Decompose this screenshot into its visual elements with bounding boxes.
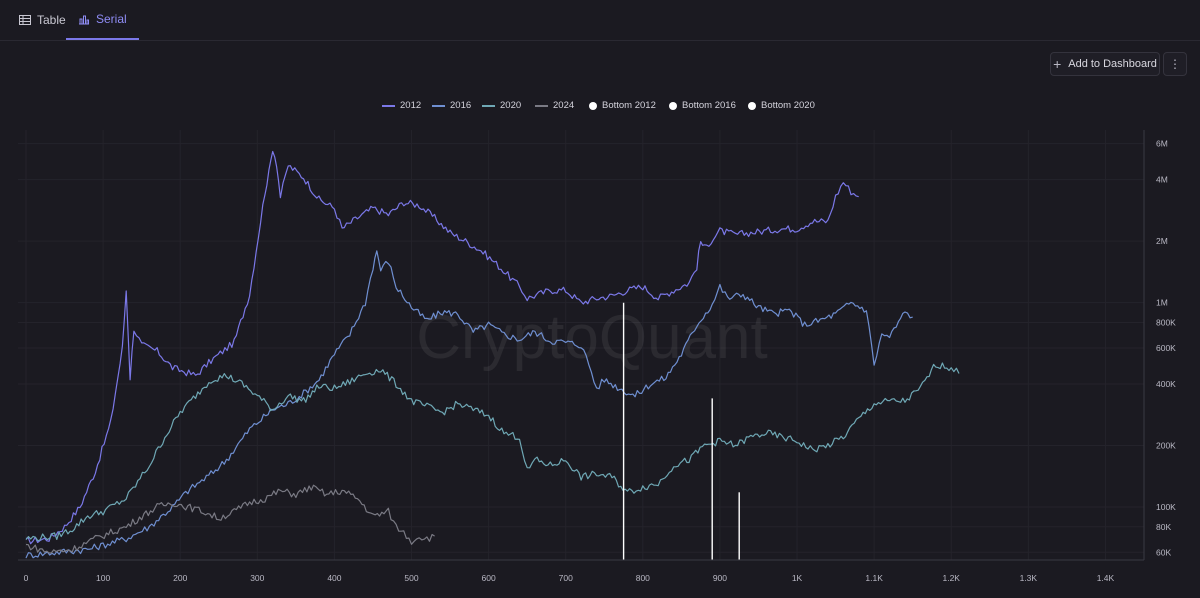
series-line-2016 xyxy=(25,250,913,559)
x-tick-label: 800 xyxy=(636,573,650,583)
x-tick-label: 1K xyxy=(792,573,803,583)
x-tick-label: 1.2K xyxy=(942,573,960,583)
y-tick-label: 60K xyxy=(1156,547,1171,557)
x-tick-label: 700 xyxy=(559,573,573,583)
tab-serial-label: Serial xyxy=(96,12,127,26)
y-tick-label: 1M xyxy=(1156,298,1168,308)
x-tick-label: 400 xyxy=(327,573,341,583)
x-tick-label: 1.3K xyxy=(1020,573,1038,583)
chart-series xyxy=(25,150,960,560)
legend-label: 2020 xyxy=(500,100,522,111)
y-tick-label: 4M xyxy=(1156,175,1168,185)
tab-table[interactable]: Table xyxy=(19,0,66,40)
x-tick-label: 100 xyxy=(96,573,110,583)
add-to-dashboard-button[interactable]: + Add to Dashboard xyxy=(1050,52,1160,76)
legend-line-icon xyxy=(535,104,548,107)
watermark: CryptoQuant xyxy=(416,303,768,372)
series-line-2020 xyxy=(25,362,960,542)
y-tick-label: 600K xyxy=(1156,343,1176,353)
more-vertical-icon: ⋮ xyxy=(1169,57,1181,71)
add-to-dashboard-label: Add to Dashboard xyxy=(1068,58,1157,70)
legend-item-2016[interactable]: 2016 xyxy=(432,100,471,111)
legend-item-bottom-2012[interactable]: Bottom 2012 xyxy=(589,100,656,111)
y-tick-label: 200K xyxy=(1156,440,1176,450)
legend-dot-icon xyxy=(748,101,756,110)
y-tick-label: 80K xyxy=(1156,522,1171,532)
x-tick-label: 300 xyxy=(250,573,264,583)
chart-axes: 0 100 200 300 400 500 600 700 800 900 1K 1.1K 1.2K 1.… xyxy=(18,130,1176,583)
tab-bar: Table Serial xyxy=(0,0,1200,41)
legend-item-2012[interactable]: 2012 xyxy=(382,100,421,111)
legend-item-bottom-2020[interactable]: Bottom 2020 xyxy=(748,100,815,111)
tab-serial[interactable]: Serial xyxy=(66,0,139,40)
series-line-2024 xyxy=(25,484,435,554)
x-tick-label: 500 xyxy=(404,573,418,583)
legend-label: Bottom 2016 xyxy=(682,100,736,111)
chart-plot: CryptoQuant 0 100 200 300 400 500 600 700 800 900… xyxy=(18,130,1176,583)
x-tick-label: 1.4K xyxy=(1097,573,1115,583)
x-tick-label: 1.1K xyxy=(865,573,883,583)
y-tick-label: 400K xyxy=(1156,379,1176,389)
legend-item-2020[interactable]: 2020 xyxy=(482,100,521,111)
legend-item-2024[interactable]: 2024 xyxy=(535,100,574,111)
x-tick-label: 0 xyxy=(24,573,29,583)
table-icon xyxy=(19,15,31,25)
y-tick-label: 6M xyxy=(1156,139,1168,149)
x-tick-label: 600 xyxy=(482,573,496,583)
y-tick-label: 800K xyxy=(1156,317,1176,327)
legend-label: 2024 xyxy=(553,100,575,111)
legend-label: Bottom 2020 xyxy=(761,100,815,111)
y-tick-label: 2M xyxy=(1156,236,1168,246)
legend-line-icon xyxy=(482,104,495,107)
plus-icon: + xyxy=(1053,56,1062,72)
tab-table-label: Table xyxy=(37,13,66,27)
legend-line-icon xyxy=(382,104,395,107)
legend-dot-icon xyxy=(669,101,677,110)
legend-line-icon xyxy=(432,104,445,107)
x-tick-label: 900 xyxy=(713,573,727,583)
bar-chart-icon xyxy=(79,15,89,25)
legend-dot-icon xyxy=(589,101,597,110)
legend-item-bottom-2016[interactable]: Bottom 2016 xyxy=(669,100,736,111)
legend-label: 2016 xyxy=(450,100,472,111)
more-options-button[interactable]: ⋮ xyxy=(1163,52,1187,76)
y-tick-label: 100K xyxy=(1156,502,1176,512)
chart-legend: 2012 2016 2020 2024 Bottom 2012 Bottom 2… xyxy=(0,100,1200,114)
legend-label: Bottom 2012 xyxy=(602,100,656,111)
series-line-2012 xyxy=(25,150,859,545)
legend-label: 2012 xyxy=(400,100,422,111)
x-tick-label: 200 xyxy=(173,573,187,583)
